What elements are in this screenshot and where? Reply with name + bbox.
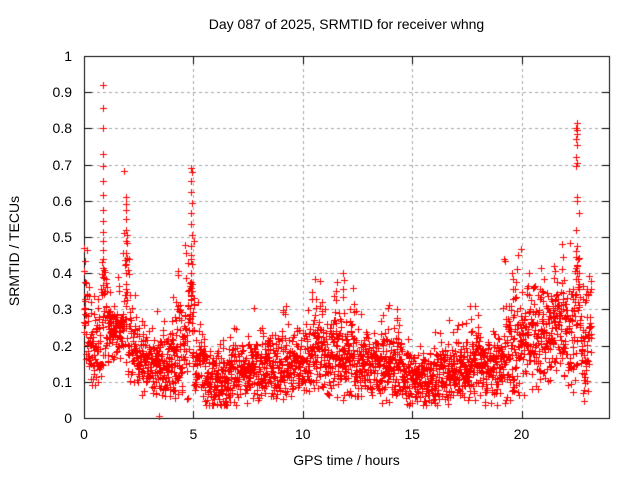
y-tick-label: 0.9 (52, 84, 72, 101)
y-tick-label: 0 (64, 410, 72, 426)
y-axis-title: SRMTID / TECUs (6, 195, 22, 307)
x-tick-label: 20 (513, 426, 530, 442)
y-tick-label: 0.1 (52, 373, 72, 390)
x-tick-label: 5 (189, 426, 198, 442)
y-tick-label: 0.4 (52, 265, 72, 282)
y-tick-label: 0.8 (52, 120, 72, 137)
y-tick-label: 0.5 (52, 229, 72, 245)
x-axis-title: GPS time / hours (293, 452, 400, 468)
x-tick-label: 10 (294, 426, 311, 442)
y-tick-label: 1 (64, 48, 72, 64)
x-tick-label: 0 (80, 426, 88, 442)
y-tick-label: 0.6 (52, 192, 72, 209)
y-tick-label: 0.3 (52, 301, 72, 318)
chart-title: Day 087 of 2025, SRMTID for receiver whn… (208, 16, 485, 32)
y-tick-label: 0.7 (52, 156, 72, 173)
y-tick-label: 0.2 (52, 337, 72, 354)
x-tick-label: 15 (404, 426, 420, 442)
